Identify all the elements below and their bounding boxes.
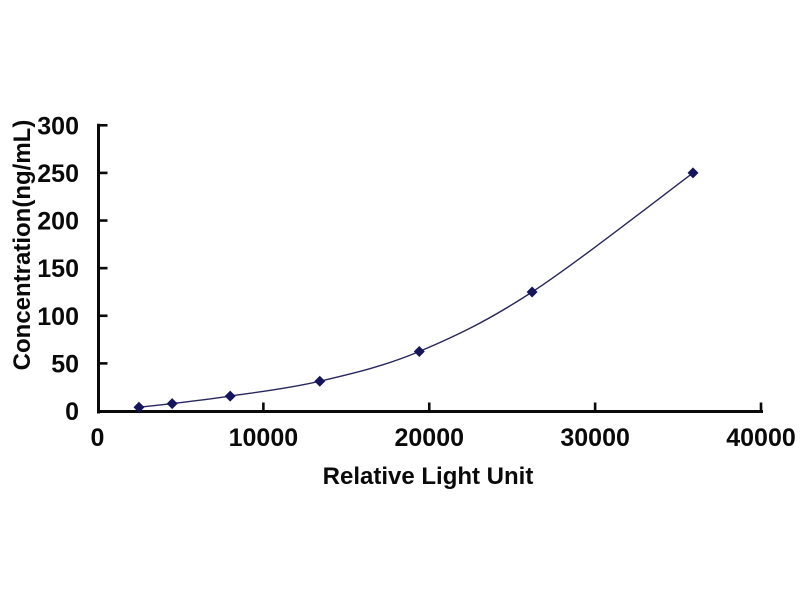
y-tick-label: 150 [37, 255, 79, 283]
curve-line [138, 172, 694, 408]
x-tick-label: 40000 [726, 424, 796, 452]
data-point-marker [413, 345, 425, 357]
x-tick-label: 20000 [394, 424, 464, 452]
x-tick-label: 30000 [560, 424, 630, 452]
x-axis-title: Relative Light Unit [322, 463, 534, 490]
data-point-marker [526, 286, 538, 298]
data-point-marker [314, 375, 326, 387]
x-tick-label: 10000 [229, 424, 299, 452]
y-axis-title: Concentration(ng/mL) [9, 119, 36, 371]
x-tick-label: 0 [91, 424, 105, 452]
y-tick-label: 300 [37, 112, 79, 140]
data-point-marker [687, 167, 699, 179]
y-tick-label: 100 [37, 303, 79, 331]
y-tick-label: 0 [65, 398, 79, 426]
data-point-marker [133, 401, 145, 413]
y-tick-label: 200 [37, 208, 79, 236]
data-point-marker [166, 398, 178, 410]
data-point-marker [224, 390, 236, 402]
y-tick-label: 250 [37, 160, 79, 188]
y-tick-label: 50 [51, 350, 79, 378]
